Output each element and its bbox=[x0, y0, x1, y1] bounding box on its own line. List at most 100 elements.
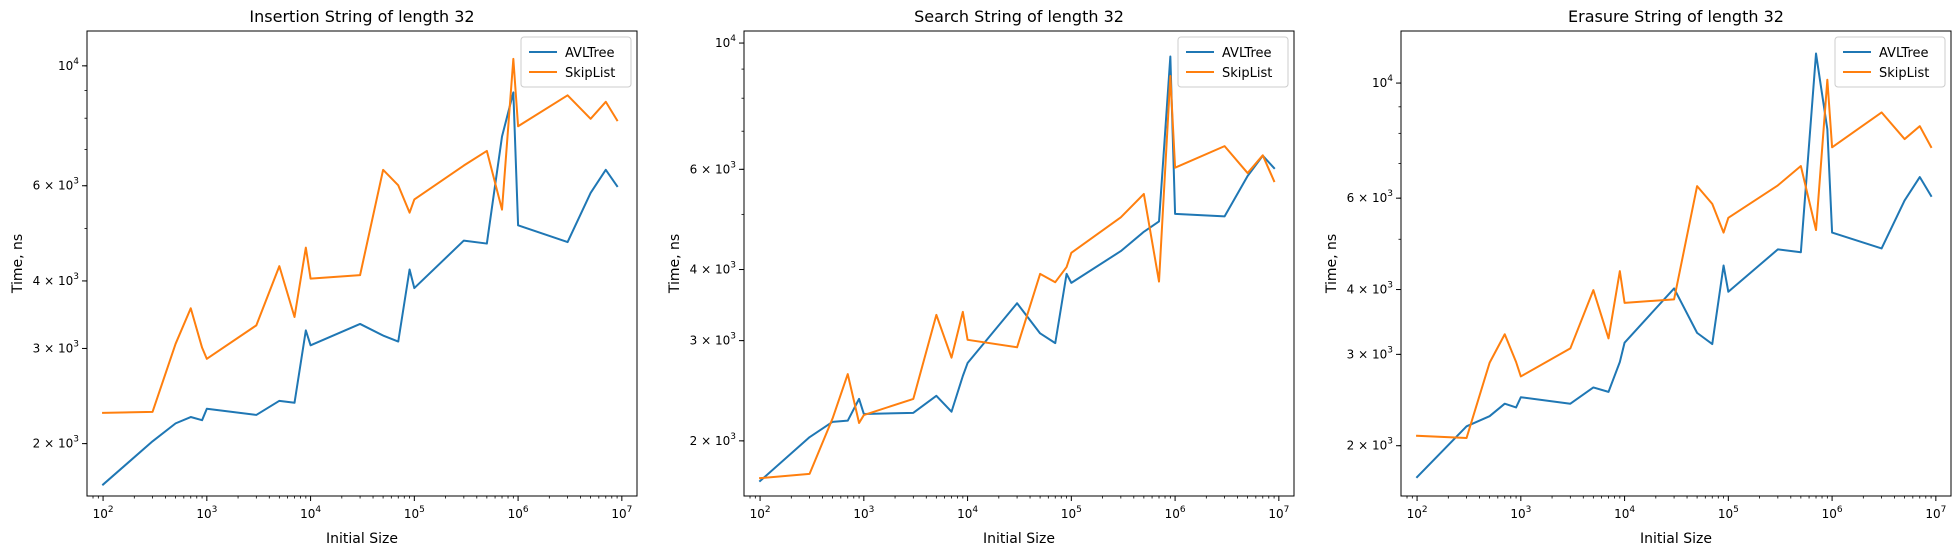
y-tick-base: 10 bbox=[715, 36, 730, 50]
y-tick-times: × 10 bbox=[697, 334, 730, 348]
y-tick-mantissa: 4 bbox=[690, 263, 698, 277]
plot-area bbox=[1401, 31, 1951, 496]
series-line-skiplist bbox=[758, 75, 1276, 480]
y-axis-label: Time, ns bbox=[1324, 234, 1340, 294]
legend-label-avltree: AVLTree bbox=[1879, 46, 1929, 61]
x-tick-label: 103 bbox=[853, 505, 874, 521]
y-tick-times: × 10 bbox=[1354, 191, 1387, 205]
legend: AVLTree SkipList bbox=[520, 36, 632, 88]
y-tick-mantissa: 2 bbox=[1347, 439, 1355, 453]
y-tick-mantissa: 6 bbox=[690, 162, 698, 176]
x-tick-exponent: 3 bbox=[869, 505, 875, 515]
y-tick-mantissa: 3 bbox=[33, 341, 41, 355]
x-tick-base: 10 bbox=[1925, 507, 1940, 521]
y-tick-times: × 10 bbox=[697, 162, 730, 176]
chart-title: Erasure String of length 32 bbox=[1568, 7, 1784, 26]
x-tick-label: 102 bbox=[1407, 505, 1428, 521]
y-tick-exponent: 4 bbox=[1387, 74, 1393, 84]
x-tick-exponent: 2 bbox=[1422, 505, 1428, 515]
x-tick-base: 10 bbox=[1165, 507, 1180, 521]
y-tick-label: 2 × 103 bbox=[1347, 437, 1393, 453]
legend-label-skiplist: SkipList bbox=[1879, 66, 1929, 81]
y-tick-times: × 10 bbox=[697, 434, 730, 448]
chart-title: Insertion String of length 32 bbox=[249, 7, 474, 26]
legend-box bbox=[1834, 36, 1946, 88]
x-axis-label: Initial Size bbox=[326, 531, 398, 547]
y-tick-label: 2 × 103 bbox=[690, 432, 736, 448]
y-tick-times: × 10 bbox=[40, 437, 73, 451]
x-tick-exponent: 5 bbox=[419, 505, 425, 515]
x-tick-label: 104 bbox=[957, 505, 978, 521]
y-tick-label: 3 × 103 bbox=[1347, 345, 1393, 361]
x-tick-exponent: 4 bbox=[315, 505, 321, 515]
x-tick-exponent: 7 bbox=[1284, 505, 1290, 515]
y-tick-exponent: 3 bbox=[1387, 189, 1393, 199]
x-tick-label: 107 bbox=[1925, 505, 1946, 521]
series-group bbox=[1415, 52, 1933, 479]
x-tick-exponent: 7 bbox=[627, 505, 633, 515]
y-tick-base: 10 bbox=[58, 59, 73, 73]
y-tick-label: 6 × 103 bbox=[690, 160, 736, 176]
x-tick-label: 103 bbox=[196, 505, 217, 521]
series-group bbox=[101, 57, 619, 486]
y-tick-mantissa: 3 bbox=[690, 334, 698, 348]
y-tick-exponent: 3 bbox=[73, 435, 79, 445]
y-tick-exponent: 3 bbox=[73, 177, 79, 187]
x-axis-label: Initial Size bbox=[983, 531, 1055, 547]
x-tick-exponent: 6 bbox=[523, 505, 529, 515]
y-tick-times: × 10 bbox=[40, 341, 73, 355]
y-tick-mantissa: 6 bbox=[33, 179, 41, 193]
x-tick-label: 107 bbox=[611, 505, 632, 521]
y-tick-label: 6 × 103 bbox=[33, 177, 79, 193]
y-tick-label: 104 bbox=[1372, 74, 1393, 90]
x-tick-exponent: 5 bbox=[1076, 505, 1082, 515]
x-tick-base: 10 bbox=[508, 507, 523, 521]
x-tick-exponent: 4 bbox=[972, 505, 978, 515]
y-tick-label: 2 × 103 bbox=[33, 435, 79, 451]
x-tick-base: 10 bbox=[750, 507, 765, 521]
y-tick-base: 10 bbox=[1372, 76, 1387, 90]
series-line-skiplist bbox=[102, 57, 619, 414]
legend-label-avltree: AVLTree bbox=[1222, 46, 1272, 61]
x-tick-base: 10 bbox=[404, 507, 419, 521]
x-tick-label: 102 bbox=[750, 505, 771, 521]
x-tick-base: 10 bbox=[196, 507, 211, 521]
y-tick-exponent: 3 bbox=[1387, 345, 1393, 355]
x-tick-label: 102 bbox=[93, 505, 114, 521]
y-tick-times: × 10 bbox=[40, 179, 73, 193]
legend: AVLTree SkipList bbox=[1177, 36, 1289, 88]
x-tick-label: 105 bbox=[404, 505, 425, 521]
x-tick-exponent: 6 bbox=[1837, 505, 1843, 515]
axes-frame bbox=[743, 30, 1295, 497]
plot-area bbox=[744, 31, 1294, 496]
legend-label-avltree: AVLTree bbox=[565, 46, 615, 61]
x-tick-base: 10 bbox=[93, 507, 108, 521]
y-tick-exponent: 3 bbox=[1387, 437, 1393, 447]
series-line-avltree bbox=[1415, 52, 1933, 479]
y-tick-mantissa: 4 bbox=[1347, 283, 1355, 297]
x-tick-label: 106 bbox=[1165, 505, 1186, 521]
x-tick-label: 106 bbox=[1822, 505, 1843, 521]
y-tick-label: 4 × 103 bbox=[1347, 281, 1393, 297]
legend: AVLTree SkipList bbox=[1834, 36, 1946, 88]
y-tick-label: 104 bbox=[58, 57, 79, 73]
x-tick-label: 104 bbox=[300, 505, 321, 521]
y-tick-label: 4 × 103 bbox=[33, 272, 79, 288]
legend-box bbox=[520, 36, 632, 88]
x-tick-base: 10 bbox=[1268, 507, 1283, 521]
y-tick-mantissa: 2 bbox=[33, 437, 41, 451]
x-axis-label: Initial Size bbox=[1640, 531, 1712, 547]
series-group bbox=[758, 55, 1276, 483]
x-tick-label: 107 bbox=[1268, 505, 1289, 521]
x-tick-label: 106 bbox=[508, 505, 529, 521]
y-tick-mantissa: 4 bbox=[33, 274, 41, 288]
x-tick-label: 104 bbox=[1614, 505, 1635, 521]
y-tick-exponent: 3 bbox=[730, 261, 736, 271]
y-tick-label: 6 × 103 bbox=[1347, 189, 1393, 205]
x-tick-base: 10 bbox=[1510, 507, 1525, 521]
x-tick-base: 10 bbox=[300, 507, 315, 521]
y-tick-exponent: 4 bbox=[73, 57, 79, 67]
